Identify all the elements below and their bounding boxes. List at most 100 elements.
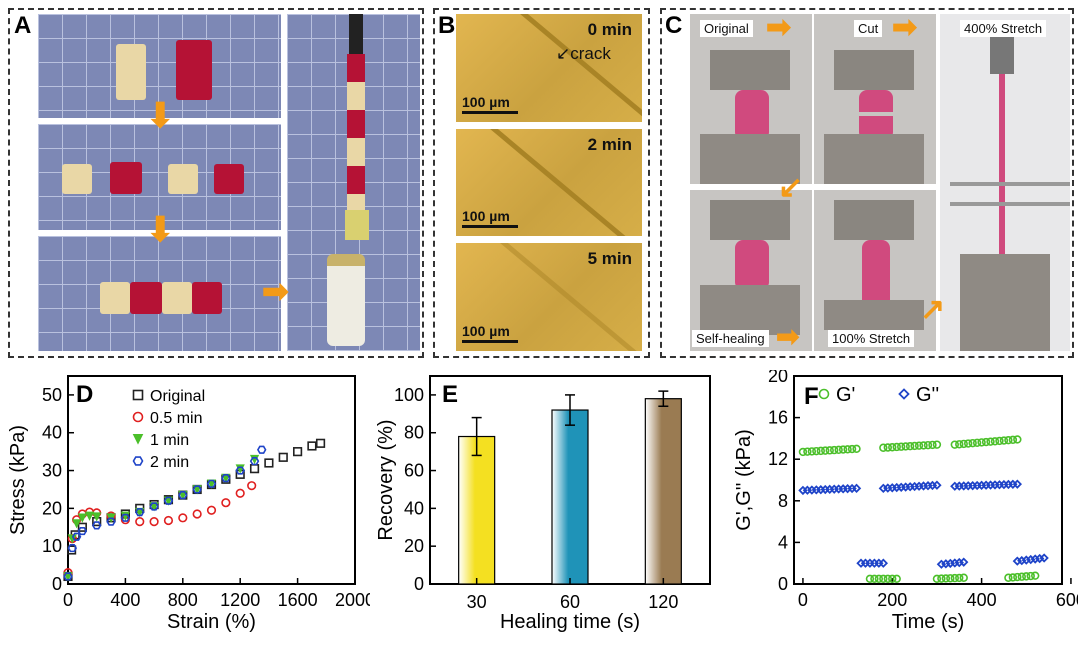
x-tick-label: 0: [798, 590, 808, 610]
micrograph-time: 0 min: [587, 20, 632, 39]
data-point: [981, 437, 991, 447]
panel-label: D: [76, 381, 93, 408]
right-arrow-icon: ➡: [262, 273, 289, 309]
data-point: [821, 446, 830, 455]
photo-a-hanging-weight: [287, 14, 420, 351]
data-point: [63, 572, 73, 581]
x-axis-label: Time (s): [892, 611, 965, 633]
data-point: [135, 517, 145, 527]
y-tick-label: 12: [768, 449, 788, 469]
data-point: [843, 445, 852, 454]
data-point: [192, 509, 202, 519]
x-tick-label: 1600: [278, 590, 318, 610]
data-point: [1031, 571, 1040, 580]
data-point: [206, 505, 217, 515]
data-point: [932, 440, 942, 449]
data-point: [838, 445, 848, 454]
data-point: [163, 496, 174, 505]
panel-a: [8, 8, 424, 358]
x-tick-label: 2000: [335, 590, 370, 610]
data-point: [120, 513, 131, 522]
data-point: [932, 574, 942, 584]
photo-c-100-stretch: 100% Stretch: [814, 190, 936, 351]
micrograph-2min: 2 min 100 µm: [456, 129, 642, 236]
data-point: [307, 441, 317, 451]
data-point: [941, 574, 951, 583]
data-point: [77, 513, 87, 523]
data-point: [959, 557, 969, 567]
x-tick-label: 400: [110, 590, 140, 610]
label-400-stretch: 400% Stretch: [960, 20, 1047, 37]
crack-label: ↙crack: [556, 44, 611, 63]
y-tick-label: 20: [404, 536, 424, 556]
data-point: [897, 442, 906, 451]
axes-frame: [793, 375, 1063, 585]
y-tick-label: 20: [42, 498, 62, 518]
y-tick-label: 80: [404, 423, 424, 443]
data-point: [816, 446, 826, 456]
data-point: [919, 441, 928, 450]
photo-a-blocks-separate: [38, 14, 281, 118]
y-axis-label: Recovery (%): [375, 419, 397, 540]
data-point: [888, 574, 897, 584]
data-point: [950, 573, 960, 583]
data-point: [950, 440, 960, 449]
data-point: [892, 442, 901, 452]
data-point: [847, 444, 857, 454]
bar: [458, 435, 496, 585]
right-arrow-icon: ➡: [776, 321, 800, 352]
down-arrow-icon: ⬇: [146, 211, 175, 249]
data-point: [72, 519, 82, 529]
x-tick-label: 0: [63, 590, 73, 610]
x-axis-label: Strain (%): [167, 611, 256, 633]
data-point: [1008, 435, 1018, 445]
data-point: [1012, 479, 1023, 489]
data-point: [955, 573, 964, 583]
y-tick-label: 0: [414, 574, 424, 594]
legend-label: G'': [916, 384, 939, 406]
chart-f: 0481216200200400600Time (s)G',G'' (kPa)F…: [733, 370, 1078, 633]
axes-frame: [67, 375, 356, 585]
data-point: [928, 440, 937, 450]
data-point: [977, 438, 986, 447]
data-point: [932, 480, 942, 490]
data-point: [264, 458, 274, 468]
data-point: [1017, 572, 1026, 581]
x-tick-label: 1200: [220, 590, 260, 610]
data-point: [905, 441, 915, 451]
data-point: [914, 441, 924, 450]
data-point: [883, 443, 893, 452]
data-point: [892, 574, 901, 584]
right-arrow-icon: ➡: [892, 11, 918, 44]
data-point: [959, 439, 968, 449]
micrograph-0min: 0 min ↙crack 100 µm: [456, 14, 642, 122]
legend-label: 2 min: [150, 454, 189, 471]
scale-bar: 100 µm: [462, 208, 518, 228]
down-arrow-icon: ⬇: [146, 97, 175, 135]
data-point: [852, 444, 861, 454]
data-point: [798, 447, 808, 457]
data-point: [1022, 572, 1031, 581]
data-point: [834, 445, 843, 455]
y-tick-label: 50: [42, 385, 62, 405]
data-point: [972, 438, 982, 447]
y-tick-label: 0: [52, 574, 62, 594]
panel-label: F: [804, 383, 819, 410]
y-axis-label: Stress (kPa): [7, 425, 29, 535]
legend-marker: [132, 434, 144, 445]
label-self-healing: Self-healing: [692, 330, 769, 347]
data-point: [995, 436, 1004, 446]
legend-label: Original: [150, 388, 205, 405]
data-point: [84, 511, 95, 521]
data-point: [1008, 573, 1018, 582]
data-point: [247, 481, 257, 491]
data-point: [163, 515, 174, 526]
data-point: [999, 436, 1009, 445]
x-tick-label: 800: [168, 590, 198, 610]
data-point: [870, 574, 879, 584]
x-tick-label: 120: [648, 592, 678, 612]
legend-label: G': [836, 384, 855, 406]
data-point: [315, 438, 326, 448]
y-tick-label: 40: [42, 423, 62, 443]
bar: [551, 409, 589, 585]
